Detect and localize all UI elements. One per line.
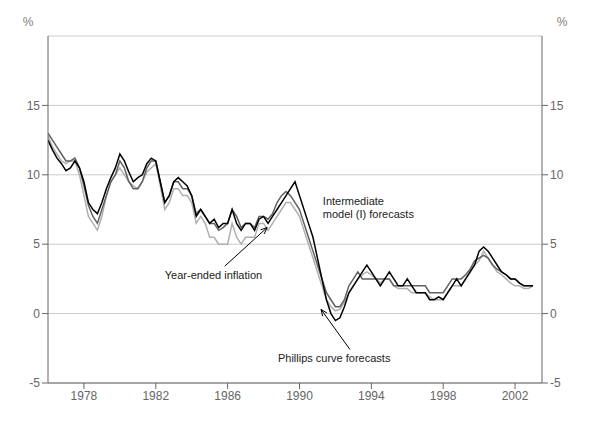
svg-text:5: 5 xyxy=(550,237,557,251)
svg-text:10: 10 xyxy=(27,168,41,182)
svg-text:1990: 1990 xyxy=(286,389,313,403)
svg-text:10: 10 xyxy=(550,168,564,182)
svg-text:Year-ended inflation: Year-ended inflation xyxy=(165,269,262,281)
svg-text:2002: 2002 xyxy=(502,389,529,403)
svg-text:5: 5 xyxy=(33,237,40,251)
svg-text:1982: 1982 xyxy=(142,389,169,403)
svg-text:1998: 1998 xyxy=(430,389,457,403)
svg-text:0: 0 xyxy=(33,307,40,321)
svg-text:-5: -5 xyxy=(29,376,40,390)
svg-text:1994: 1994 xyxy=(358,389,385,403)
svg-text:Phillips curve forecasts: Phillips curve forecasts xyxy=(278,352,391,364)
svg-text:15: 15 xyxy=(550,99,564,113)
svg-text:Intermediatemodel (I) forecast: Intermediatemodel (I) forecasts xyxy=(323,195,415,220)
svg-text:1986: 1986 xyxy=(214,389,241,403)
svg-text:%: % xyxy=(557,15,568,29)
svg-text:%: % xyxy=(23,15,34,29)
svg-text:0: 0 xyxy=(550,307,557,321)
svg-text:-5: -5 xyxy=(550,376,561,390)
svg-text:1978: 1978 xyxy=(71,389,98,403)
svg-text:15: 15 xyxy=(27,99,41,113)
